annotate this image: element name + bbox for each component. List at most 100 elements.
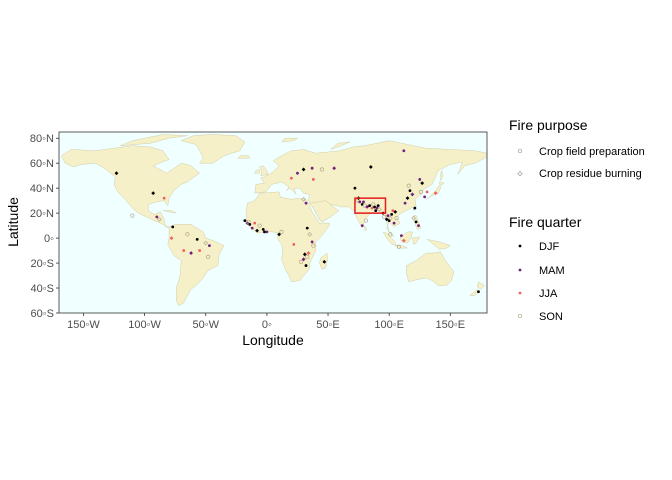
legend-key-crop-residue-burning xyxy=(517,171,523,177)
legend-key-djf xyxy=(518,244,522,248)
fire-point xyxy=(305,254,310,259)
fire-point xyxy=(250,226,254,230)
y-tick-label: 40◦N xyxy=(30,183,54,195)
y-tick-label: 40◦S xyxy=(31,283,54,295)
fire-point xyxy=(362,200,365,204)
x-tick-label: 150◦E xyxy=(436,319,466,331)
fire-point xyxy=(420,181,425,186)
fire-point xyxy=(374,209,378,213)
fire-point xyxy=(311,178,315,181)
land-uk xyxy=(259,165,269,176)
legend-key-crop-field-preparation xyxy=(517,148,523,154)
fire-point xyxy=(411,215,417,221)
fire-point xyxy=(206,254,211,259)
land-new-guinea xyxy=(426,239,451,250)
legend-label-crop-residue-burning: Crop residue burning xyxy=(539,168,642,180)
fire-point xyxy=(311,243,316,248)
fire-point xyxy=(195,237,199,241)
land-europe-asia xyxy=(254,140,487,238)
legend-label-jja: JJA xyxy=(539,288,558,300)
y-tick-label: 60◦N xyxy=(30,158,54,170)
fire-point xyxy=(246,219,251,224)
land-sulawesi xyxy=(412,236,420,245)
land-sakhalin xyxy=(440,170,444,181)
land-australia xyxy=(406,251,455,286)
fire-point xyxy=(408,189,412,193)
fire-point xyxy=(310,166,314,170)
y-axis-title: Latitude xyxy=(5,197,21,247)
fire-point xyxy=(304,201,308,205)
fire-point xyxy=(403,201,407,205)
fire-point xyxy=(130,213,135,218)
fire-point xyxy=(310,240,314,244)
legend-label-djf: DJF xyxy=(539,241,559,253)
fire-point xyxy=(301,167,306,172)
fire-point xyxy=(189,251,193,255)
fire-point xyxy=(301,257,306,262)
fire-point xyxy=(306,251,311,255)
x-tick-label: 100◦W xyxy=(128,319,161,331)
legend-key-son xyxy=(517,313,523,319)
land-iceland xyxy=(237,155,250,159)
fire-point xyxy=(393,209,398,214)
land-greenland xyxy=(181,134,246,164)
fire-point xyxy=(155,215,159,219)
legend-label-mam: MAM xyxy=(539,265,565,277)
fire-point xyxy=(414,220,418,224)
land-new-zealand-north xyxy=(477,281,485,290)
fire-point xyxy=(279,229,284,234)
fire-point xyxy=(387,215,393,221)
fire-point xyxy=(182,249,186,252)
fire-point xyxy=(390,212,394,216)
land-arabia-fill xyxy=(309,200,340,223)
fire-point xyxy=(365,204,370,209)
fire-point xyxy=(248,222,252,226)
fire-point xyxy=(263,230,266,234)
fire-point xyxy=(418,189,424,194)
panel-border xyxy=(58,131,488,314)
fire-point xyxy=(304,264,308,267)
fire-point xyxy=(410,192,415,197)
land-sri-lanka xyxy=(364,225,368,231)
legend-title-fire-purpose: Fire purpose xyxy=(509,117,588,133)
fire-points xyxy=(114,149,480,294)
x-axis-title: Longitude xyxy=(242,332,304,348)
fire-point xyxy=(261,227,265,231)
fire-point xyxy=(368,165,373,169)
fire-point xyxy=(296,171,299,175)
land-new-zealand-south xyxy=(469,289,480,296)
x-tick-label: 150◦W xyxy=(67,319,100,331)
fire-point xyxy=(360,224,364,228)
fire-point xyxy=(277,232,282,237)
legend-title-fire-quarter: Fire quarter xyxy=(509,214,582,230)
fire-point xyxy=(198,249,202,252)
axes: 150◦W 100◦W 50◦W 0◦ 50◦E 100◦E 150◦E 80◦N 60◦N 40… xyxy=(30,133,465,331)
land-africa xyxy=(245,191,330,282)
fire-point xyxy=(162,196,166,200)
fire-point xyxy=(292,242,296,246)
fire-point xyxy=(203,240,209,246)
legend-key-mam xyxy=(518,268,522,272)
legend-label-crop-field-preparation: Crop field preparation xyxy=(539,146,645,158)
fire-point xyxy=(376,204,380,208)
legend-fire-purpose: Fire purpose Crop field preparation Crop… xyxy=(509,117,645,180)
fire-point xyxy=(257,223,262,228)
fire-point xyxy=(114,171,119,176)
fire-point xyxy=(354,198,360,204)
fire-point xyxy=(265,230,269,234)
fire-point xyxy=(401,238,406,243)
fire-point xyxy=(477,290,480,294)
fire-point xyxy=(392,221,396,225)
fire-point xyxy=(322,259,327,264)
fire-point xyxy=(433,191,438,196)
fire-point xyxy=(319,167,324,172)
fire-point xyxy=(358,200,362,204)
fire-point xyxy=(394,216,399,221)
fire-point xyxy=(370,206,374,210)
fire-point xyxy=(307,231,313,237)
y-tick-label: 20◦S xyxy=(31,258,54,270)
fire-point xyxy=(406,183,411,188)
fire-point xyxy=(418,178,422,181)
world-land xyxy=(61,134,487,306)
